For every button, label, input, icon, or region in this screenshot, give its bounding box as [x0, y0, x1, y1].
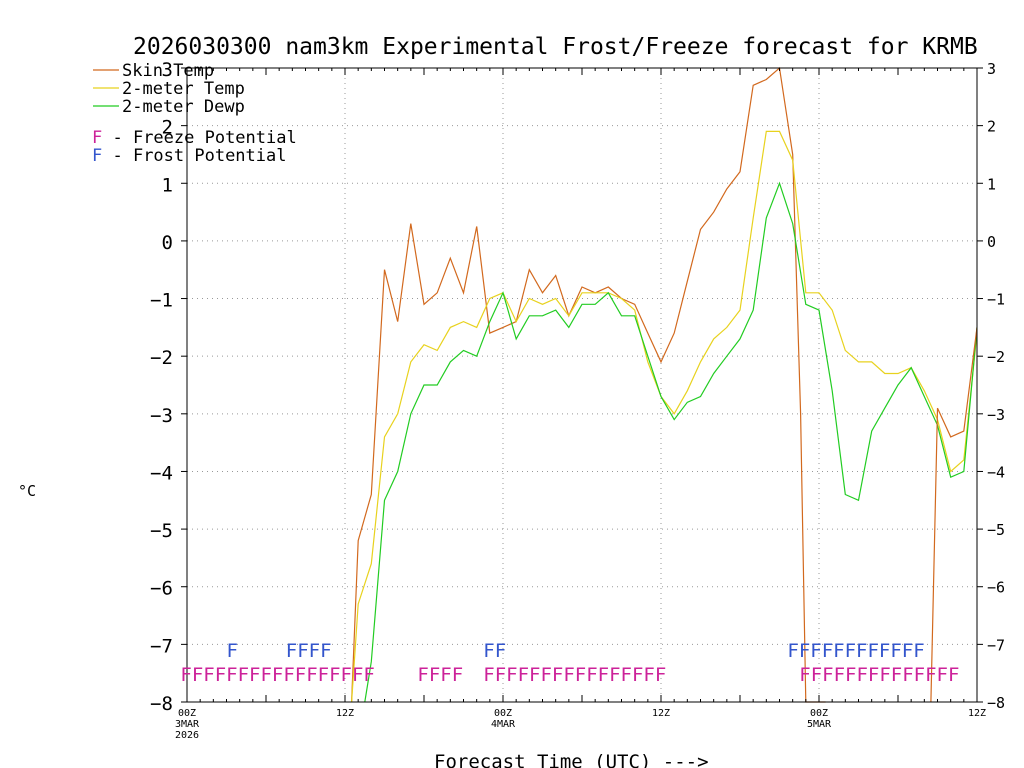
series-line: [364, 181, 977, 703]
frost-flag: FFFF: [286, 640, 332, 662]
flag-legend-label: - Freeze Potential: [102, 128, 296, 148]
flag-legend-entry: F - Frost Potential: [92, 146, 286, 166]
y-tick-label-right: −1: [987, 291, 1005, 309]
legend-label: 2-meter Dewp: [122, 97, 245, 117]
freeze-flag: FFFFFFFFFFFFFFFF: [483, 664, 666, 686]
y-axis-label: °C: [18, 482, 36, 500]
frost-flag: FF: [483, 640, 506, 662]
y-tick-label-left: −1: [150, 290, 173, 312]
y-tick-label-left: −8: [150, 693, 173, 715]
flag-legend-letter: F: [92, 128, 102, 148]
x-tick-label: 12Z: [336, 708, 354, 719]
frost-flag: FFFFFFFFFFFF: [787, 640, 924, 662]
x-tick-label: 5MAR: [807, 719, 832, 730]
y-tick-label-right: 3: [987, 60, 996, 78]
y-tick-label-left: −3: [150, 405, 173, 427]
y-tick-label-left: −6: [150, 578, 173, 600]
y-tick-label-right: −7: [987, 636, 1005, 654]
x-tick-label: 4MAR: [491, 719, 516, 730]
y-tick-label-left: 0: [162, 232, 173, 254]
series-line: [351, 130, 977, 703]
legend-label: 2-meter Temp: [122, 79, 245, 99]
series-line: [351, 66, 826, 703]
x-tick-label: 00Z: [494, 708, 512, 719]
y-tick-label-left: 3: [162, 59, 173, 81]
y-tick-label-right: −5: [987, 521, 1005, 539]
y-tick-label-left: −4: [150, 462, 173, 484]
freeze-flag: FFFF: [417, 664, 463, 686]
x-tick-label: 12Z: [968, 708, 986, 719]
y-tick-label-left: 2: [162, 117, 173, 139]
freeze-flag: FFFFFFFFFFFFFFFFF: [180, 664, 374, 686]
y-tick-label-right: −4: [987, 463, 1005, 481]
y-tick-label-right: −3: [987, 406, 1005, 424]
series-line: [930, 327, 977, 703]
legend-label: Skin Temp: [122, 61, 214, 81]
flag-legend-entry: F - Freeze Potential: [92, 128, 297, 148]
y-tick-label-right: 1: [987, 175, 996, 193]
y-tick-label-left: 1: [162, 174, 173, 196]
chart-title: 2026030300 nam3km Experimental Frost/Fre…: [133, 34, 978, 60]
x-tick-label: 00Z: [178, 708, 196, 719]
series-lines: [351, 66, 977, 703]
frost-flag: F: [227, 640, 238, 662]
y-tick-label-right: 0: [987, 233, 996, 251]
x-tick-label: 3MAR: [175, 719, 200, 730]
flag-legend-letter: F: [92, 146, 102, 166]
x-axis-label: Forecast Time (UTC) --->: [434, 751, 709, 768]
x-tick-label: 12Z: [652, 708, 670, 719]
y-tick-label-right: −6: [987, 579, 1005, 597]
axes: −8 −8 −7 −7 −6 −6 −5 −5 −4 −4 −3 −3 −2 −2 −1 −1 0 0 1 1 2 2 3 3…: [150, 59, 1005, 741]
y-tick-label-left: −7: [150, 635, 173, 657]
y-tick-label-left: −5: [150, 520, 173, 542]
y-tick-label-right: 2: [987, 118, 996, 136]
plot-frame: [186, 67, 978, 703]
flag-legend-label: - Frost Potential: [102, 146, 286, 166]
y-tick-label-left: −2: [150, 347, 173, 369]
y-tick-label-right: −8: [987, 694, 1005, 712]
y-tick-label-right: −2: [987, 348, 1005, 366]
x-tick-label: 2026: [175, 730, 199, 741]
x-tick-label: 00Z: [810, 708, 828, 719]
freeze-flag: FFFFFFFFFFFFFF: [799, 664, 959, 686]
grid-lines: [187, 68, 977, 702]
